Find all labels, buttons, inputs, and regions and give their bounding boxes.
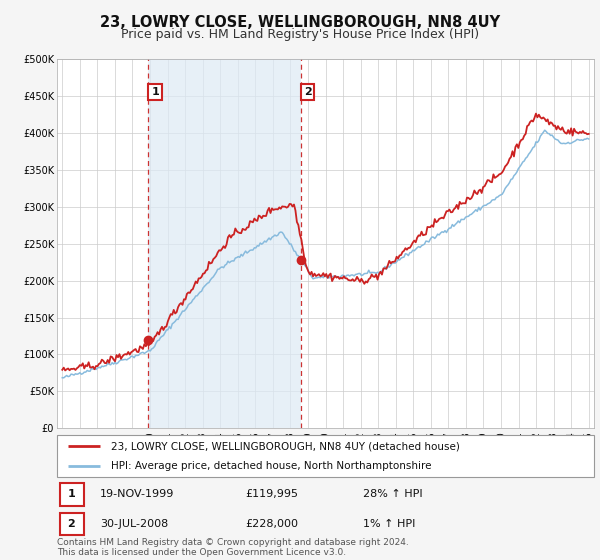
Text: £119,995: £119,995 bbox=[245, 489, 298, 500]
Text: 2: 2 bbox=[68, 519, 76, 529]
Text: 23, LOWRY CLOSE, WELLINGBOROUGH, NN8 4UY: 23, LOWRY CLOSE, WELLINGBOROUGH, NN8 4UY bbox=[100, 15, 500, 30]
Text: 1: 1 bbox=[151, 87, 159, 97]
Text: 1% ↑ HPI: 1% ↑ HPI bbox=[363, 519, 415, 529]
Text: £228,000: £228,000 bbox=[245, 519, 298, 529]
Text: 28% ↑ HPI: 28% ↑ HPI bbox=[363, 489, 423, 500]
Text: 30-JUL-2008: 30-JUL-2008 bbox=[100, 519, 168, 529]
Text: 19-NOV-1999: 19-NOV-1999 bbox=[100, 489, 175, 500]
Text: 1: 1 bbox=[68, 489, 76, 500]
Text: Price paid vs. HM Land Registry's House Price Index (HPI): Price paid vs. HM Land Registry's House … bbox=[121, 28, 479, 41]
FancyBboxPatch shape bbox=[57, 435, 594, 477]
FancyBboxPatch shape bbox=[59, 513, 84, 535]
Text: 23, LOWRY CLOSE, WELLINGBOROUGH, NN8 4UY (detached house): 23, LOWRY CLOSE, WELLINGBOROUGH, NN8 4UY… bbox=[111, 441, 460, 451]
FancyBboxPatch shape bbox=[59, 483, 84, 506]
Text: HPI: Average price, detached house, North Northamptonshire: HPI: Average price, detached house, Nort… bbox=[111, 461, 431, 470]
Text: 2: 2 bbox=[304, 87, 311, 97]
Bar bbox=[148, 59, 301, 428]
Text: Contains HM Land Registry data © Crown copyright and database right 2024.
This d: Contains HM Land Registry data © Crown c… bbox=[57, 538, 409, 557]
